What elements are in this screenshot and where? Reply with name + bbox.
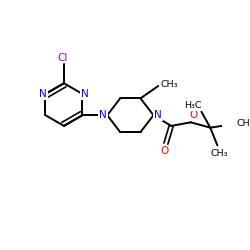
Text: CH₃: CH₃ [236,119,250,128]
Text: O: O [189,110,198,120]
Text: CH₃: CH₃ [210,149,228,158]
Text: N: N [99,110,107,120]
Text: H₃C: H₃C [184,101,201,110]
Text: N: N [39,89,47,99]
Text: O: O [160,146,168,156]
Text: N: N [81,89,89,99]
Text: Cl: Cl [58,52,68,62]
Text: CH₃: CH₃ [160,80,178,89]
Text: N: N [154,110,162,120]
